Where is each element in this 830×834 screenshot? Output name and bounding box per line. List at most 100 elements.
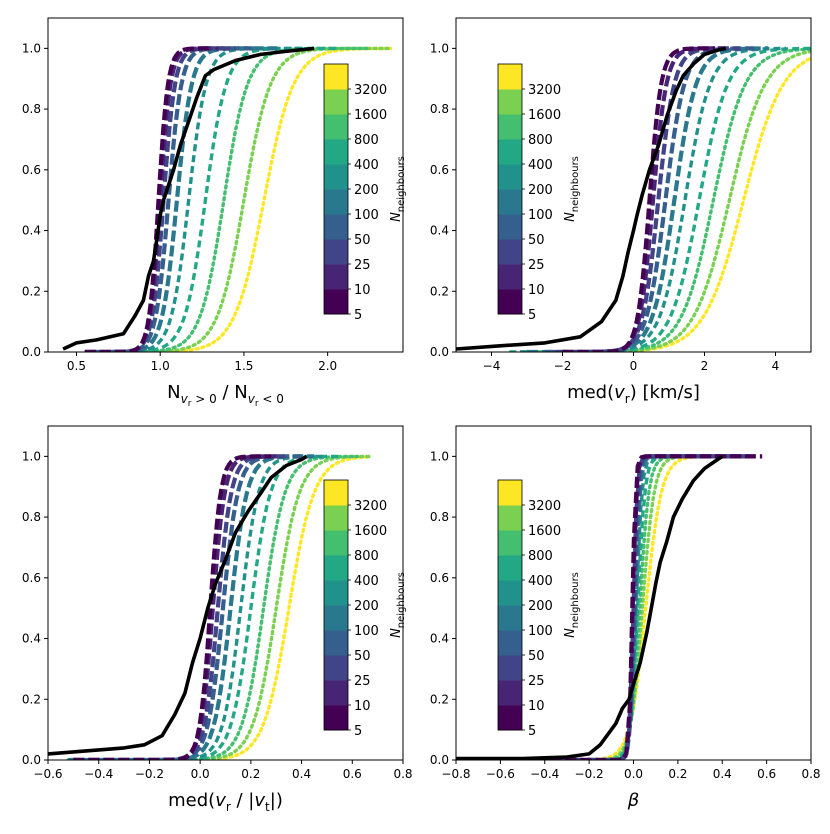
x-tick-label: 0.8 (393, 767, 412, 781)
series-line-5 (84, 46, 211, 352)
series-line-800 (66, 454, 360, 760)
colorbar-tick-label: 1600 (528, 524, 561, 539)
colorbar-tick-label: 800 (528, 133, 553, 148)
colorbar: 5 10 25 50 100 200 400 800 1600 3200 Nneighbours (497, 63, 581, 323)
colorbar-swatch-200 (324, 164, 348, 190)
colorbar-tick-label: 10 (354, 699, 371, 714)
y-tick-label: 1.0 (430, 449, 449, 463)
y-tick-label: 0.6 (430, 163, 449, 177)
colorbar: 5 10 25 50 100 200 400 800 1600 3200 Nneighbours (323, 479, 407, 739)
y-tick-label: 0.2 (22, 692, 41, 706)
series-line-5 (562, 46, 716, 352)
colorbar-tick-label: 400 (354, 574, 379, 589)
series-line-3200 (532, 56, 811, 352)
x-axis-label: Nvr > 0 / Nvr < 0 (167, 382, 284, 409)
colorbar-tick-label: 3200 (528, 499, 561, 514)
colorbar-tick-label: 5 (528, 724, 536, 739)
colorbar-frame (323, 63, 349, 315)
colorbar-label: Nneighbours (389, 572, 407, 638)
x-tick-label: 0.5 (67, 359, 86, 373)
colorbar-label: Nneighbours (563, 572, 581, 638)
y-tick-label: 1.0 (430, 41, 449, 55)
series-line-400 (96, 46, 336, 352)
y-tick-label: 0.2 (22, 284, 41, 298)
colorbar-swatch-800 (498, 114, 522, 140)
x-tick-label: −4 (483, 359, 501, 373)
colorbar-swatch-400 (498, 139, 522, 165)
colorbar-swatch-800 (324, 530, 348, 556)
x-tick-label: 0.2 (668, 767, 687, 781)
axes-frame (47, 425, 404, 761)
colorbar-tick-label: 25 (528, 674, 545, 689)
colorbar-swatch-200 (498, 164, 522, 190)
colorbar-swatch-25 (324, 239, 348, 265)
colorbar-tick-label: 10 (528, 283, 545, 298)
colorbar-swatch-10 (498, 264, 522, 290)
x-tick-label: 0.6 (343, 767, 362, 781)
colorbar-swatch-3200 (324, 480, 348, 506)
y-tick-label: 0.8 (22, 510, 41, 524)
observed-line (62, 46, 315, 351)
colorbar-swatch-200 (498, 580, 522, 606)
colorbar-tick-label: 200 (528, 599, 553, 614)
x-tick-label: −0.2 (135, 767, 164, 781)
colorbar-swatch-50 (324, 630, 348, 656)
colorbar-label: Nneighbours (563, 156, 581, 222)
colorbar-tick-label: 800 (354, 133, 379, 148)
colorbar-tick-label: 10 (354, 283, 371, 298)
series-line-1600 (66, 454, 372, 760)
colorbar-swatch-5 (324, 289, 348, 315)
colorbar-tick-label: 50 (528, 233, 545, 248)
observed-line (456, 454, 724, 760)
colorbar-swatch-10 (498, 680, 522, 706)
colorbar-swatch-50 (498, 630, 522, 656)
colorbar-swatch-10 (324, 264, 348, 290)
panel-top-right: −4 −2 0 2 4 0.0 0.2 0.4 0.6 0.8 1.0 med(vr) [km/s] 5… (430, 17, 812, 406)
colorbar-frame (323, 479, 349, 731)
colorbar-tick-label: 25 (354, 258, 371, 273)
colorbar-tick-label: 3200 (528, 83, 561, 98)
y-tick-label: 0.2 (430, 692, 449, 706)
colorbar-tick-label: 50 (528, 649, 545, 664)
colorbar-tick-label: 200 (354, 599, 379, 614)
colorbar-tick-label: 200 (528, 183, 553, 198)
x-tick-label: −0.6 (33, 767, 62, 781)
colorbar-tick-label: 100 (528, 208, 553, 223)
y-tick-label: 0.8 (22, 102, 41, 116)
colorbar-swatch-800 (498, 530, 522, 556)
colorbar-tick-label: 5 (528, 308, 536, 323)
x-tick-label: 1.0 (151, 359, 170, 373)
colorbar-swatch-3200 (324, 64, 348, 90)
x-tick-label: 2.0 (318, 359, 337, 373)
colorbar-tick-label: 200 (354, 183, 379, 198)
x-tick-label: −2 (554, 359, 572, 373)
colorbar-tick-label: 50 (354, 649, 371, 664)
y-tick-label: 0.8 (430, 102, 449, 116)
x-tick-label: 2 (701, 359, 709, 373)
colorbar-swatch-10 (324, 680, 348, 706)
y-tick-label: 0.0 (22, 345, 41, 359)
colorbar: 5 10 25 50 100 200 400 800 1600 3200 Nneighbours (497, 479, 581, 739)
colorbar-frame (497, 63, 523, 315)
y-tick-label: 0.6 (22, 571, 41, 585)
colorbar-tick-label: 3200 (354, 499, 387, 514)
series-line-10 (562, 46, 726, 352)
colorbar-swatch-25 (498, 655, 522, 681)
y-tick-label: 0.0 (430, 753, 449, 767)
colorbar-swatch-5 (498, 705, 522, 731)
panel-top-left: 0.5 1.0 1.5 2.0 0.0 0.2 0.4 0.6 0.8 1.0 Nvr > 0 / … (22, 17, 407, 409)
y-tick-label: 0.6 (22, 163, 41, 177)
colorbar-tick-label: 10 (528, 699, 545, 714)
colorbar-tick-label: 1600 (354, 524, 387, 539)
colorbar-swatch-400 (498, 555, 522, 581)
colorbar-tick-label: 800 (354, 549, 379, 564)
series-line-400 (68, 454, 343, 760)
x-tick-label: −0.2 (575, 767, 604, 781)
colorbar-swatch-1600 (324, 89, 348, 115)
y-tick-label: 0.4 (430, 224, 449, 238)
colorbar-swatch-400 (324, 555, 348, 581)
x-tick-label: 1.5 (234, 359, 253, 373)
series-line-100 (93, 46, 278, 352)
colorbar-swatch-800 (324, 114, 348, 140)
